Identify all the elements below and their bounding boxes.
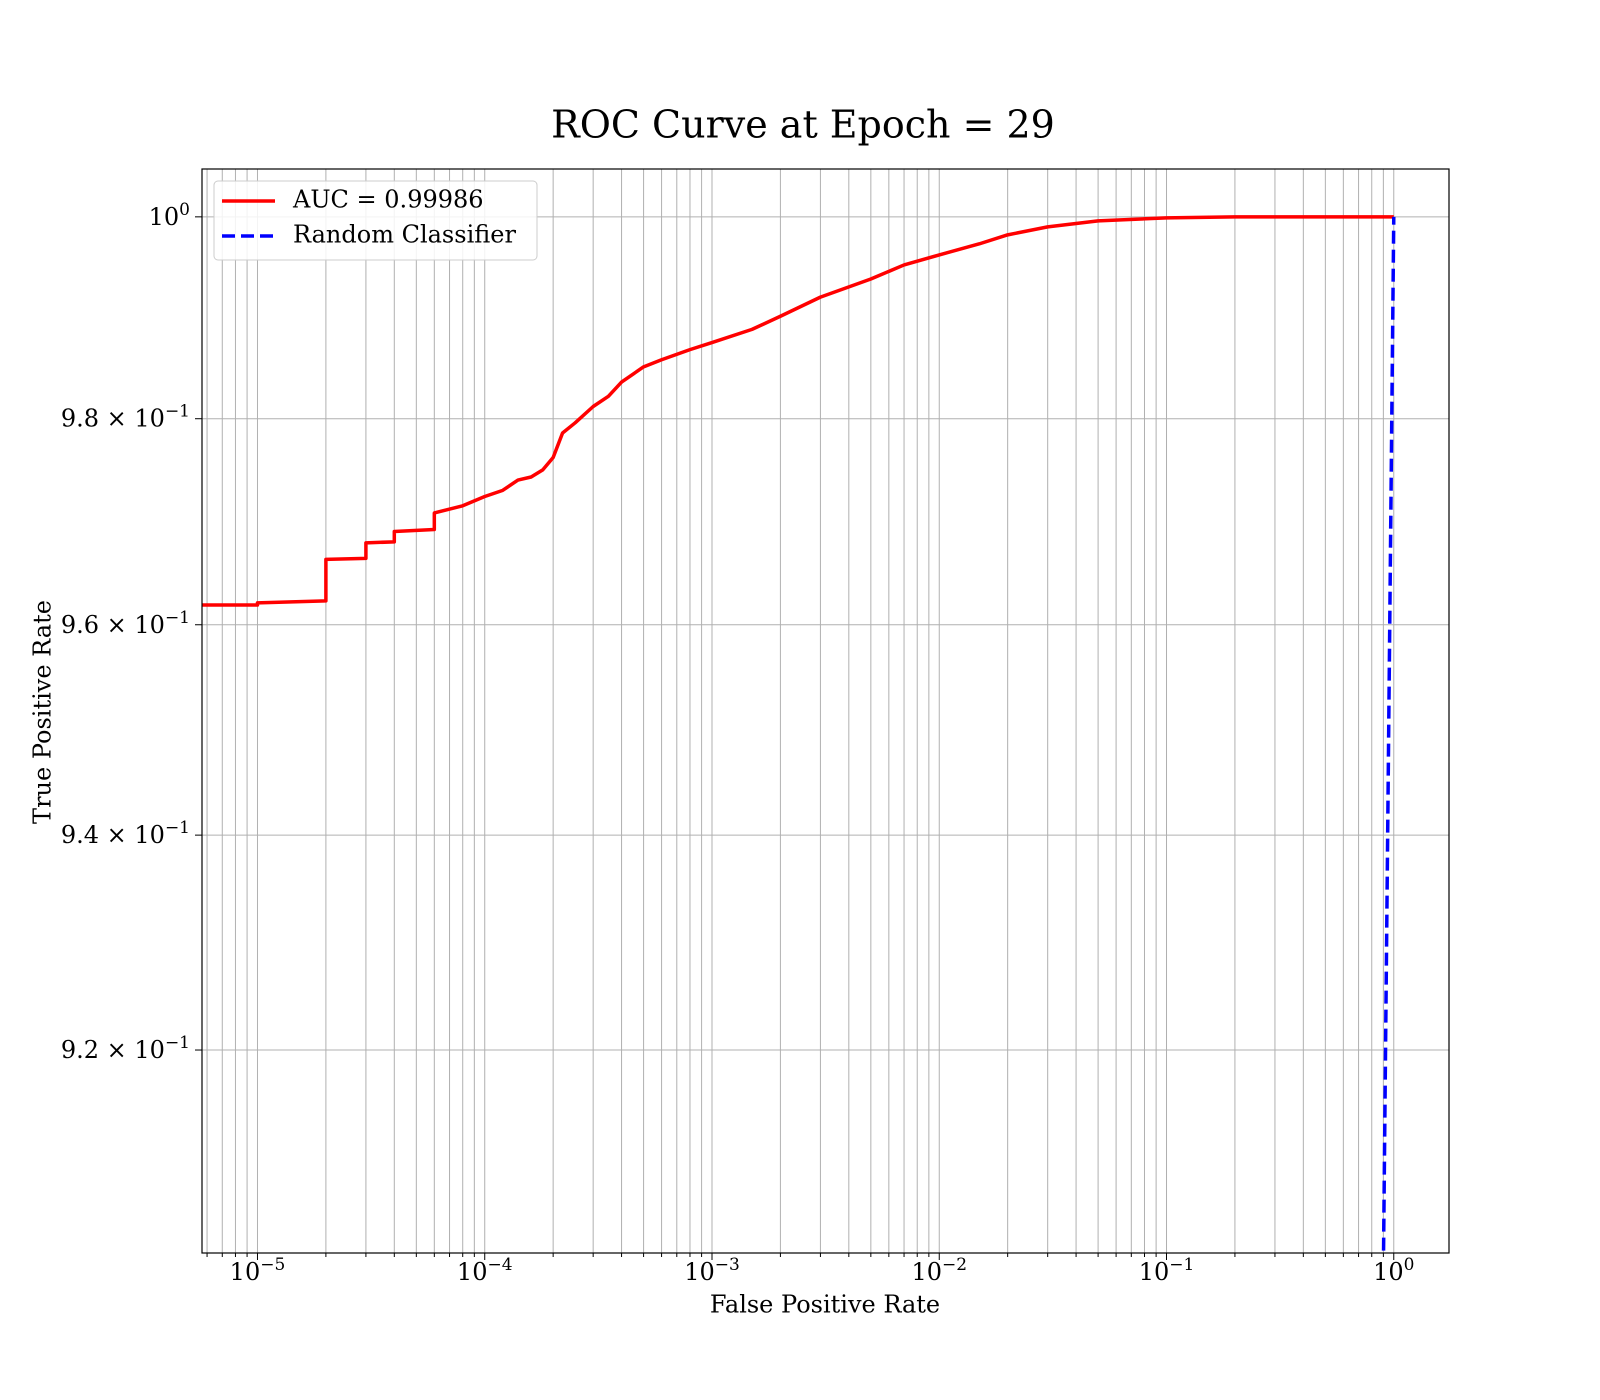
- x-tick-label: 10−5: [230, 1255, 286, 1286]
- roc-curve-line: [202, 215, 1394, 607]
- y-tick-label: 9.2 × 10−1: [61, 1033, 190, 1064]
- series-layer: [202, 215, 1396, 1253]
- grid: [202, 169, 1449, 1253]
- chart-title: ROC Curve at Epoch = 29: [551, 103, 1055, 147]
- legend: AUC = 0.99986 Random Classifier: [213, 180, 538, 261]
- ticks: [195, 216, 1395, 1260]
- x-tick-label: 10−1: [1139, 1255, 1195, 1286]
- x-tick-label: 10−3: [684, 1255, 740, 1286]
- y-tick-label: 100: [149, 200, 190, 231]
- y-tick-label: 9.6 × 10−1: [61, 608, 190, 639]
- x-axis-label: False Positive Rate: [710, 1291, 940, 1319]
- y-tick-label: 9.8 × 10−1: [61, 402, 190, 433]
- legend-label-random: Random Classifier: [293, 221, 516, 249]
- x-tick-label: 10−2: [911, 1255, 967, 1286]
- x-tick-label: 10−4: [457, 1255, 513, 1286]
- x-tick-label: 100: [1373, 1255, 1414, 1286]
- legend-label-auc: AUC = 0.99986: [292, 186, 484, 214]
- random-classifier-line: [1381, 216, 1396, 1253]
- tick-labels: 10−5 10−4 10−3 10−2 10−1 100 100 9.8 × 10−1 9.6 …: [61, 200, 1415, 1286]
- legend-box: [213, 180, 538, 261]
- y-axis-label: True Positive Rate: [29, 600, 57, 824]
- plot-frame: [201, 168, 1450, 1254]
- y-tick-label: 9.4 × 10−1: [61, 818, 190, 849]
